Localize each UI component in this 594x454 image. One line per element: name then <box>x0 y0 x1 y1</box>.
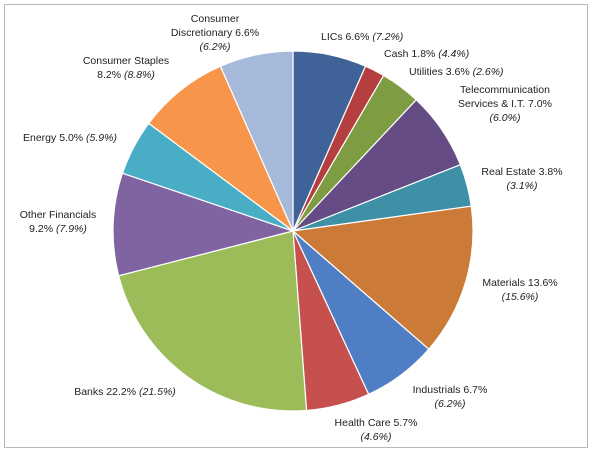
pie-slice-other-financials <box>112 172 296 277</box>
slice-label-other-financials: Other Financials 9.2% (7.9%) <box>20 209 96 235</box>
slice-label-utilities: Utilities 3.6% (2.6%) <box>409 66 504 78</box>
pie-slice-materials <box>291 205 474 351</box>
pie-slices <box>112 50 474 412</box>
slice-label-materials: Materials 13.6% (15.6%) <box>482 277 557 303</box>
pie-slice-consumer-discretionary <box>219 50 294 232</box>
slice-label-industrials: Industrials 6.7% (6.2%) <box>413 384 488 410</box>
slice-label-health-care: Health Care 5.7% (4.6%) <box>335 417 418 443</box>
slice-label-lics: LICs 6.6% (7.2%) <box>321 31 403 43</box>
slice-label-cash: Cash 1.8% (4.4%) <box>384 48 469 60</box>
slice-label-consumer-discretionary: Consumer Discretionary 6.6% (6.2%) <box>171 13 259 53</box>
slice-label-banks: Banks 22.2% (21.5%) <box>74 386 176 398</box>
pie-slice-banks <box>117 230 308 412</box>
slice-label-telecommunication-services-i-t: Telecommunication Services & I.T. 7.0% (6.… <box>458 84 552 124</box>
pie-slice-consumer-staples <box>147 65 295 233</box>
slice-label-energy: Energy 5.0% (5.9%) <box>23 132 117 144</box>
slice-label-consumer-staples: Consumer Staples 8.2% (8.8%) <box>83 55 169 81</box>
slice-label-real-estate: Real Estate 3.8% (3.1%) <box>481 166 562 192</box>
pie-labels: LICs 6.6% (7.2%) Cash 1.8% (4.4%) Utilitie… <box>20 13 563 443</box>
